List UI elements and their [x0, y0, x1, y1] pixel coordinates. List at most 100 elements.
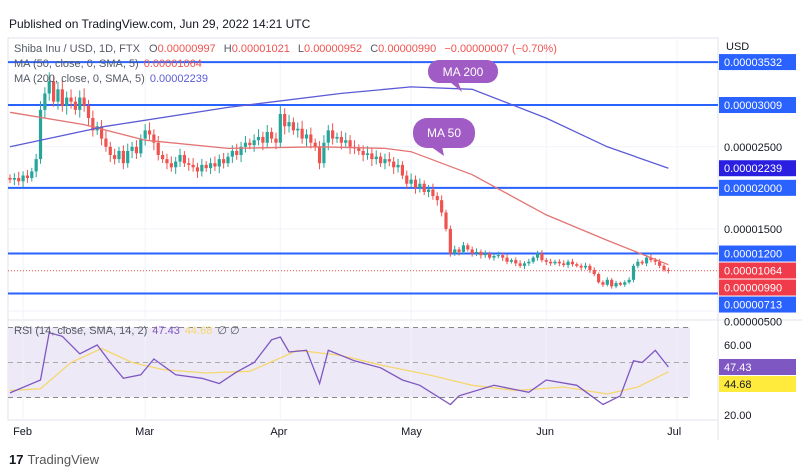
candle-body	[226, 156, 230, 164]
candle-body	[43, 93, 47, 110]
candle-body	[178, 155, 182, 162]
x-tick-label: Jun	[536, 426, 554, 438]
candle-body	[91, 118, 95, 131]
y-tick-label: 0.00000500	[724, 317, 782, 329]
candle-body	[309, 134, 313, 143]
candle-body	[235, 150, 239, 156]
candle-body	[570, 261, 575, 265]
rsi-legend[interactable]: RSI (14, close, SMA, 14, 2) 47.43 44.68 ∅ ∅	[14, 325, 240, 337]
candle-body	[435, 196, 439, 201]
candle-body	[457, 249, 461, 252]
candle-body	[117, 150, 121, 160]
candle-body	[370, 153, 374, 160]
annotation-ma50-label: MA 50	[427, 126, 461, 140]
level-price-label: 0.00001200	[724, 249, 782, 261]
ma50-price-label: 0.00001064	[724, 266, 782, 278]
annotation-ma200[interactable]: MA 200	[428, 60, 498, 92]
candle-body	[265, 132, 269, 143]
candle-body	[317, 146, 322, 164]
published-note: Published on TradingView.com, Jun 29, 20…	[9, 17, 311, 31]
candle-body	[113, 155, 117, 160]
candle-body	[243, 142, 248, 147]
ma200-legend[interactable]: MA (200, close, 0, SMA, 5) 0.00002239	[14, 73, 208, 85]
level-price-label: 0.00003009	[724, 100, 782, 112]
x-tick-label: Apr	[270, 426, 287, 438]
candle-body	[230, 150, 234, 157]
candle-body	[544, 260, 548, 262]
level-price-label: 0.00003532	[724, 57, 782, 69]
candle-body	[174, 161, 178, 168]
candle-body	[409, 179, 413, 184]
candle-body	[566, 261, 570, 266]
candle-body	[86, 105, 91, 119]
rsi-sma-value-label-bg	[719, 375, 796, 392]
candle-body	[348, 140, 352, 147]
rsi-tick-label: 60.00	[724, 340, 752, 352]
ma50-legend[interactable]: MA (50, close, 0, SMA, 5) 0.00001064	[14, 58, 202, 70]
candle-body	[322, 142, 326, 164]
candle-body	[610, 279, 614, 287]
candle-body	[313, 142, 317, 147]
candle-body	[387, 159, 391, 162]
candle-body	[56, 89, 60, 102]
candle-body	[636, 261, 640, 266]
ma200-line	[9, 86, 669, 169]
candle-body	[392, 161, 396, 168]
ma200-price-label: 0.00002239	[724, 163, 782, 175]
candle-body	[583, 265, 588, 268]
candle-body	[47, 81, 51, 94]
candle-body	[65, 97, 69, 106]
candle-body	[21, 175, 25, 182]
level-price-label-bg	[719, 245, 796, 262]
rsi-line	[9, 331, 669, 406]
candle-body	[453, 249, 457, 254]
candle-body	[108, 146, 112, 156]
candle-body	[383, 159, 387, 164]
candle-body	[592, 269, 596, 275]
candle-body	[152, 134, 156, 143]
candle-body	[562, 263, 566, 266]
candle-body	[339, 136, 343, 143]
candle-body	[8, 177, 12, 180]
candle-body	[535, 253, 540, 258]
x-tick-label: Mar	[135, 426, 154, 438]
candle-body	[422, 183, 426, 192]
candle-body	[474, 251, 479, 254]
candle-body	[496, 255, 500, 257]
y-tick-label: 0.00001500	[724, 224, 782, 236]
candle-body	[34, 159, 38, 172]
candle-body	[448, 228, 452, 254]
candle-body	[30, 171, 34, 178]
level-price-label-bg	[719, 97, 796, 114]
annotation-ma50[interactable]: MA 50	[413, 118, 475, 156]
candle-body	[440, 200, 444, 213]
candle-body	[187, 163, 191, 165]
candle-body	[222, 159, 226, 164]
candle-body	[17, 177, 21, 182]
candle-body	[121, 150, 125, 164]
candle-body	[549, 261, 553, 264]
candle-body	[557, 261, 561, 264]
ma50-line	[9, 111, 669, 266]
candle-body	[653, 260, 657, 262]
candle-body	[12, 177, 16, 180]
candle-body	[296, 128, 300, 131]
candle-body	[418, 183, 422, 188]
candle-body	[52, 81, 56, 102]
candle-body	[204, 164, 208, 169]
candle-body	[379, 156, 383, 164]
tradingview-logo-text: TradingView	[27, 452, 100, 467]
candle-body	[579, 265, 583, 268]
candle-body	[522, 263, 527, 266]
candle-body	[169, 163, 173, 168]
candle-body	[278, 113, 282, 143]
candle-body	[605, 279, 609, 285]
candle-body	[291, 122, 295, 131]
level-price-label: 0.00002000	[724, 183, 782, 195]
candle-body	[658, 261, 662, 266]
candle-body	[73, 101, 77, 110]
candle-body	[283, 113, 287, 127]
candle-body	[540, 253, 544, 261]
tradingview-logo-icon: 17	[9, 452, 24, 467]
